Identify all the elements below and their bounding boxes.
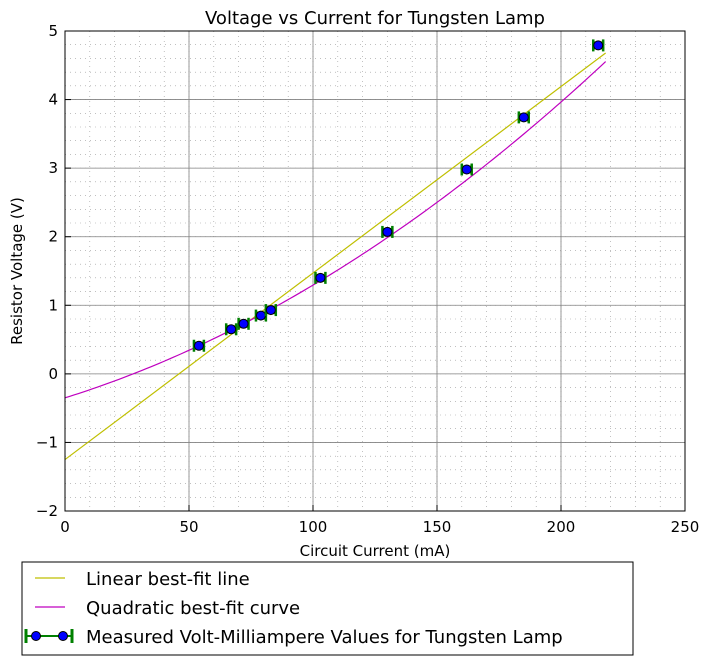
y-tick-label: −1 xyxy=(36,433,58,451)
legend: Linear best-fit line Quadratic best-fit … xyxy=(21,561,634,656)
quadratic-fit-curve xyxy=(64,61,607,399)
x-tick-label: 100 xyxy=(299,518,328,536)
x-tick-label: 50 xyxy=(179,518,198,536)
linear-fit-line xyxy=(64,52,607,461)
y-axis-label: Resistor Voltage (V) xyxy=(8,197,26,345)
data-point xyxy=(192,339,206,352)
data-point-marker xyxy=(238,318,249,329)
legend-measured-swatch xyxy=(24,629,74,643)
y-tick-label: 0 xyxy=(48,365,58,383)
x-axis-label: Circuit Current (mA) xyxy=(300,542,451,560)
x-tick-label: 0 xyxy=(60,518,70,536)
data-point xyxy=(460,163,473,176)
data-point-marker xyxy=(226,324,237,335)
y-tick-label: 2 xyxy=(48,228,58,246)
legend-linear-label: Linear best-fit line xyxy=(86,569,250,590)
data-point xyxy=(591,39,605,52)
data-point-marker xyxy=(193,340,204,351)
data-point-marker xyxy=(593,40,604,51)
data-point-marker xyxy=(518,112,529,123)
x-tick-label: 200 xyxy=(547,518,576,536)
x-tick-label: 250 xyxy=(671,518,700,536)
axis-ticks: 0 50 100 150 200 250 −2 −1 0 1 2 3 4 5 xyxy=(36,22,699,536)
data-point-marker xyxy=(255,310,266,321)
measured-points xyxy=(192,39,605,352)
data-point xyxy=(224,323,238,336)
y-tick-label: 4 xyxy=(48,91,58,109)
y-tick-label: 3 xyxy=(48,159,58,177)
y-tick-label: 1 xyxy=(48,296,58,314)
plot-frame xyxy=(64,30,686,512)
data-point-marker xyxy=(461,164,472,175)
data-point-marker xyxy=(382,226,393,237)
legend-quadratic-label: Quadratic best-fit curve xyxy=(86,598,300,619)
data-point xyxy=(381,225,394,238)
data-point xyxy=(264,304,278,317)
data-point xyxy=(517,111,531,124)
legend-box xyxy=(21,561,634,656)
legend-measured-label: Measured Volt-Milliampere Values for Tun… xyxy=(86,627,563,648)
data-point xyxy=(314,271,327,284)
fit-curves xyxy=(64,52,607,461)
data-point-marker xyxy=(315,272,326,283)
y-tick-label: 5 xyxy=(48,22,58,40)
data-point-marker xyxy=(265,305,276,316)
x-tick-label: 150 xyxy=(423,518,452,536)
data-point xyxy=(237,317,250,330)
chart-title: Voltage vs Current for Tungsten Lamp xyxy=(205,8,545,29)
grid xyxy=(64,30,686,512)
y-tick-label: −2 xyxy=(36,502,58,520)
